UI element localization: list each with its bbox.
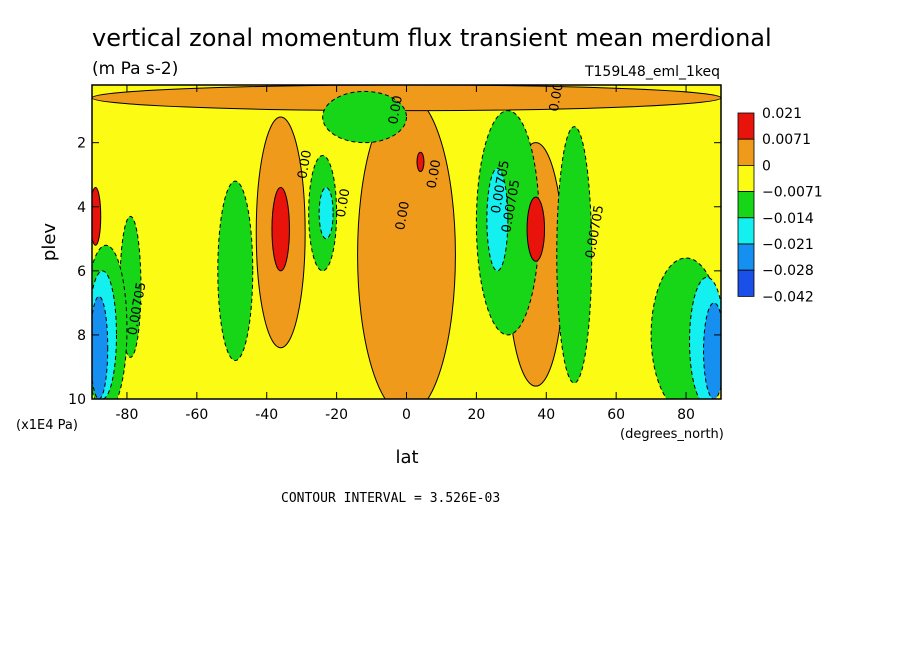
y-axis-units: (x1E4 Pa) xyxy=(16,418,78,433)
contour-label: 0.00 xyxy=(295,149,315,180)
x-tick-label: 60 xyxy=(607,407,625,423)
x-axis: -80 -60 -40 -20 0 20 40 60 80 xyxy=(116,85,695,423)
contour-label: 0.00 xyxy=(386,94,406,125)
colorbar-swatch xyxy=(737,191,755,219)
contour-region xyxy=(322,90,408,144)
x-axis-units: (degrees_north) xyxy=(620,427,724,442)
y-tick-label: 8 xyxy=(77,328,86,344)
contour-region xyxy=(217,180,254,362)
contour-label: 0.00 xyxy=(425,159,445,190)
x-tick-label: -80 xyxy=(116,407,139,423)
contour-region xyxy=(92,187,102,246)
colorbar-label: 0.0071 xyxy=(762,132,811,148)
colorbar-swatch xyxy=(737,138,755,166)
experiment-label: T159L48_eml_1keq xyxy=(584,64,720,80)
contour-region xyxy=(416,151,425,173)
colorbar-label: 0 xyxy=(762,158,771,174)
y-tick-label: 10 xyxy=(68,392,86,408)
contour-region xyxy=(271,187,290,272)
plot-area: 0.000.00 0.000.000.000.000.007050.007050.… xyxy=(92,82,721,399)
colorbar-label: −0.0071 xyxy=(762,185,823,201)
contour-region xyxy=(556,126,593,384)
x-tick-label: -20 xyxy=(325,407,348,423)
chart-title: vertical zonal momentum flux transient m… xyxy=(92,24,772,52)
x-tick-label: -40 xyxy=(255,407,278,423)
y-tick-label: 6 xyxy=(77,264,86,280)
y-tick-label: 2 xyxy=(77,136,86,152)
colorbar-swatch xyxy=(737,269,755,297)
x-tick-label: 40 xyxy=(537,407,555,423)
contour-label: 0.00 xyxy=(393,200,413,231)
colorbar-label: −0.014 xyxy=(762,211,814,227)
colorbar-label: −0.042 xyxy=(762,289,814,305)
contour-label: 0.00 xyxy=(547,82,567,113)
chart-units: (m Pa s-2) xyxy=(92,59,178,79)
y-tick-label: 4 xyxy=(77,200,86,216)
colorbar-swatch xyxy=(737,217,755,245)
contour-region xyxy=(703,302,721,399)
colorbar: 0.021 0.0071 0 −0.0071 −0.014 −0.021 −0.028 −0.… xyxy=(737,106,823,305)
contour-region xyxy=(526,196,546,262)
colorbar-label: −0.021 xyxy=(762,237,814,253)
colorbar-swatch xyxy=(737,243,755,271)
colorbar-swatch xyxy=(737,164,755,192)
contour-region xyxy=(92,85,721,112)
colorbar-label: −0.028 xyxy=(762,263,814,279)
contour-region xyxy=(92,295,109,399)
x-tick-label: 0 xyxy=(402,407,411,423)
y-axis-label: plev xyxy=(39,223,60,262)
x-tick-label: -60 xyxy=(185,407,208,423)
x-axis-label: lat xyxy=(395,447,418,468)
contour-region xyxy=(486,167,509,272)
contour-label: 0.00 xyxy=(334,187,354,218)
colorbar-swatch xyxy=(737,112,755,140)
contour-interval-text: CONTOUR INTERVAL = 3.526E-03 xyxy=(281,491,500,506)
x-tick-label: 20 xyxy=(467,407,485,423)
contour-region xyxy=(318,187,334,240)
colorbar-label: 0.021 xyxy=(762,106,802,122)
y-axis: 2 4 6 8 10 xyxy=(68,136,721,408)
x-tick-label: 80 xyxy=(677,407,695,423)
